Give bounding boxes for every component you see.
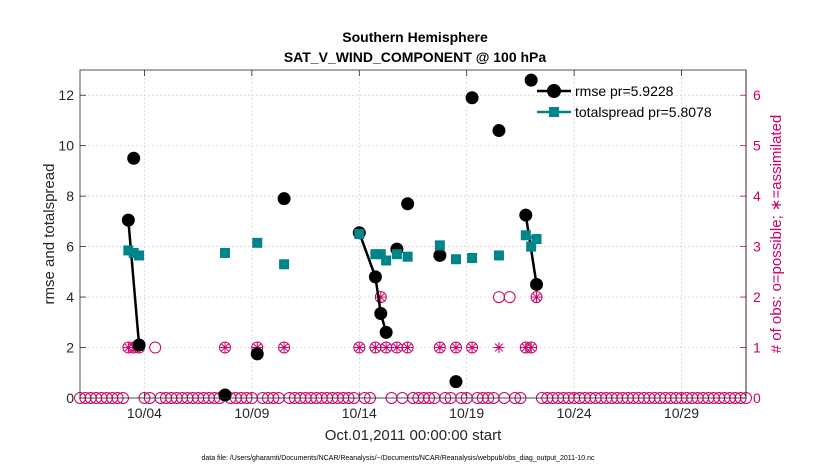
axes: 10/04 10/09 10/14 10/19 10/24 10/290246810120…: [58, 70, 761, 421]
x-tick-label: 10/04: [127, 405, 162, 421]
obs-assimilated-marker: [278, 342, 290, 354]
rmse-line-segment: [127, 220, 141, 346]
y2-tick-label: 4: [753, 188, 761, 204]
x-tick-label: 10/29: [664, 405, 699, 421]
totalspread-point: [252, 237, 263, 248]
y-axis-label: rmse and totalspread: [41, 164, 58, 305]
y2-tick-label: 0: [753, 390, 761, 406]
totalspread-point: [381, 255, 392, 266]
rmse-point: [218, 388, 232, 402]
legend-rmse-label: rmse pr=5.9228: [575, 83, 674, 99]
y2-tick-label: 3: [753, 239, 761, 255]
totalspread-point: [370, 249, 381, 260]
obs-assimilated-marker: [466, 342, 478, 354]
y-tick-label: 6: [66, 239, 74, 255]
legend-totalspread-marker: [549, 107, 559, 117]
obs-assimilated-marker: [380, 342, 392, 354]
x-tick-label: 10/24: [557, 405, 592, 421]
legend: rmse pr=5.9228 totalspread pr=5.8078: [537, 83, 712, 120]
y-tick-label: 0: [66, 390, 74, 406]
y2-tick-label: 1: [753, 340, 761, 356]
obs-assimilated-marker: [450, 342, 462, 354]
totalspread-point: [279, 259, 290, 270]
obs-assimilated-marker: [219, 342, 231, 354]
y2-tick-label: 6: [753, 87, 761, 103]
chart-subtitle: SAT_V_WIND_COMPONENT @ 100 hPa: [284, 49, 547, 65]
y-tick-label: 10: [58, 138, 74, 154]
rmse-point: [530, 277, 544, 291]
rmse-point: [524, 73, 538, 87]
rmse-point: [449, 375, 463, 389]
totalspread-point: [354, 229, 365, 239]
totalspread-point: [450, 254, 461, 265]
obs-assimilated-marker: [353, 342, 365, 354]
obs-assimilated-marker: [434, 342, 446, 354]
totalspread-point: [375, 249, 386, 260]
rmse-point: [465, 91, 479, 105]
rmse-point: [121, 213, 135, 227]
y2-axis-label: # of obs: o=possible; ∗=assimilated: [768, 115, 785, 354]
rmse-line-segment: [358, 232, 388, 333]
legend-rmse-marker: [547, 84, 561, 98]
rmse-point: [401, 197, 415, 211]
obs-possible-marker: [149, 341, 162, 354]
obs-assimilated-marker: [493, 342, 505, 354]
totalspread-point: [402, 251, 413, 262]
totalspread-point: [467, 252, 478, 263]
x-tick-label: 10/09: [234, 405, 269, 421]
rmse-point: [374, 306, 388, 320]
rmse-point: [433, 248, 447, 262]
obs-assimilated-marker: [402, 342, 414, 354]
totalspread-point: [520, 230, 531, 241]
rmse-point: [127, 151, 141, 165]
totalspread-point: [220, 247, 231, 258]
rmse-point: [277, 192, 291, 206]
chart-title: Southern Hemisphere: [342, 29, 488, 45]
rmse-point: [132, 338, 146, 352]
totalspread-point: [434, 240, 445, 251]
x-tick-label: 10/14: [342, 405, 377, 421]
totalspread-point: [123, 245, 134, 256]
obs-assimilated-marker: [369, 342, 381, 354]
rmse-point: [250, 347, 264, 361]
obs-assimilated-marker: [391, 342, 403, 354]
obs-assimilated-marker: [531, 291, 543, 303]
y2-tick-label: 2: [753, 289, 761, 305]
y-tick-label: 4: [66, 289, 74, 305]
totalspread-point: [526, 241, 537, 252]
totalspread-point: [134, 250, 145, 261]
rmse-point: [379, 325, 393, 339]
totalspread-point: [493, 250, 504, 261]
y2-tick-label: 5: [753, 138, 761, 154]
plot-area: [80, 70, 746, 398]
totalspread-point: [531, 234, 542, 245]
legend-totalspread-label: totalspread pr=5.8078: [575, 104, 712, 120]
rmse-point: [492, 124, 506, 138]
totalspread-point: [391, 249, 402, 260]
totalspread-point: [128, 247, 139, 258]
x-tick-label: 10/19: [449, 405, 484, 421]
y-tick-label: 12: [58, 87, 74, 103]
data-file-footnote: data file: /Users/gharamti/Documents/NCA…: [201, 455, 595, 462]
rmse-point: [519, 208, 533, 222]
y-tick-label: 8: [66, 188, 74, 204]
y-tick-label: 2: [66, 340, 74, 356]
plot-frame: [79, 69, 747, 399]
obs-assimilated-marker: [525, 342, 537, 354]
rmse-point: [368, 270, 382, 284]
x-axis-label: Oct.01,2011 00:00:00 start: [325, 427, 502, 444]
series-layer: [121, 73, 544, 402]
obs-possible-marker: [503, 291, 516, 304]
